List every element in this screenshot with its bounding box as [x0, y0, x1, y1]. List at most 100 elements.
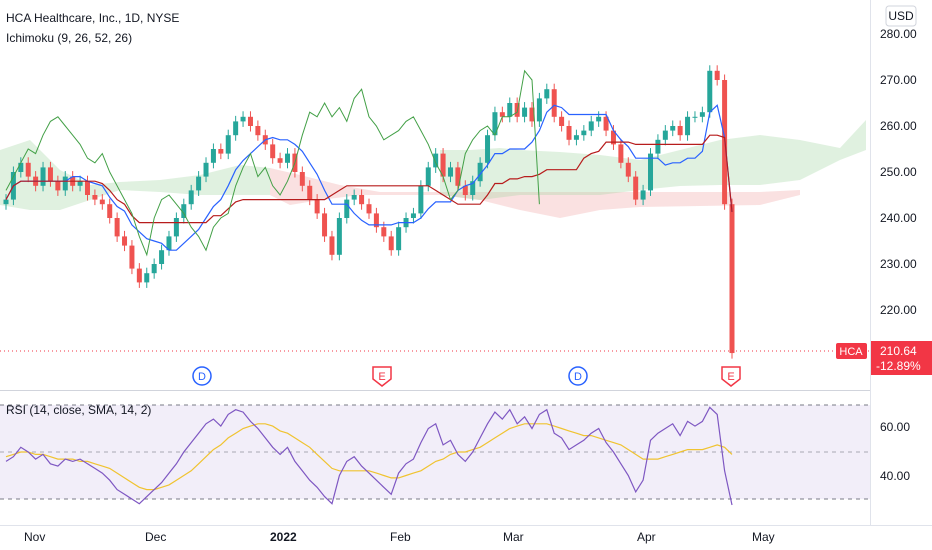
tenkan-line [5, 104, 733, 251]
time-label: 2022 [270, 530, 297, 544]
candle-body [307, 185, 313, 200]
time-label: Dec [145, 530, 166, 544]
candle-body [477, 162, 483, 182]
candle-body [522, 107, 528, 117]
symbol-badge-label: HCA [839, 346, 863, 358]
candle-body [588, 121, 594, 131]
event-markers: D E D E [192, 366, 741, 387]
candle-body [447, 167, 453, 177]
last-price-badge [871, 341, 932, 375]
candle-body [640, 190, 646, 200]
last-price-change: -12.89% [876, 359, 921, 373]
candle-body [685, 116, 691, 136]
candle-body [440, 153, 446, 177]
candle-body [485, 135, 491, 163]
rsi-line [5, 406, 733, 506]
candle-body [77, 181, 83, 186]
candle-body [285, 153, 291, 163]
candle-body [188, 190, 194, 205]
candle-body [240, 116, 246, 122]
candle-body [396, 227, 402, 251]
time-axis[interactable]: Nov Dec 2022 Feb Mar Apr May [24, 530, 775, 544]
candle-body [462, 185, 468, 195]
time-label: Apr [637, 530, 656, 544]
candle-body [136, 268, 142, 283]
dividend-marker-label: D [574, 371, 582, 383]
candle-body [618, 144, 624, 163]
time-label: May [752, 530, 775, 544]
time-label: Feb [390, 530, 411, 544]
candle-body [529, 107, 535, 122]
earnings-marker-label: E [378, 371, 385, 383]
candle-body [729, 204, 735, 354]
candle-body [692, 116, 698, 118]
symbol-badge [836, 343, 867, 359]
candle-body [699, 112, 705, 117]
candle-body [181, 204, 187, 218]
candle-body [166, 236, 172, 251]
candle-body [247, 116, 253, 126]
candle-body [559, 116, 565, 126]
candle-body [633, 176, 639, 200]
price-tick: 280.00 [880, 27, 917, 41]
dividend-marker[interactable]: D [192, 366, 212, 386]
indicator-label: Ichimoku (9, 26, 52, 26) [6, 31, 132, 45]
dividend-marker[interactable]: D [568, 366, 588, 386]
price-axis[interactable]: 280.00 270.00 260.00 250.00 240.00 230.0… [880, 27, 917, 317]
rsi-tick: 60.00 [880, 420, 910, 434]
candle-body [40, 167, 46, 186]
candle-body [566, 126, 572, 140]
earnings-marker[interactable]: E [721, 366, 741, 387]
earnings-marker[interactable]: E [372, 366, 392, 387]
candle-body [255, 126, 261, 136]
ichimoku-cloud-bullish [0, 140, 270, 210]
rsi-lines [5, 406, 733, 506]
candle-body [551, 89, 557, 117]
candle-body [218, 149, 224, 154]
candle-body [544, 89, 550, 99]
currency-badge[interactable] [885, 5, 917, 27]
price-tick: 240.00 [880, 211, 917, 225]
rsi-tick: 40.00 [880, 469, 910, 483]
candle-body [381, 227, 387, 237]
candle-body [366, 204, 372, 214]
candle-body [210, 149, 216, 163]
candle-body [314, 199, 320, 214]
candle-body [114, 218, 120, 237]
time-label: Mar [503, 530, 524, 544]
candle-body [144, 273, 150, 283]
candle-body [373, 213, 379, 228]
kijun-line [5, 134, 733, 224]
price-tick: 270.00 [880, 73, 917, 87]
candle-body [351, 195, 357, 200]
rsi-sma-line [5, 423, 733, 491]
candle-body [707, 70, 713, 113]
candle-body [662, 130, 668, 140]
candle-body [714, 70, 720, 80]
price-tick: 250.00 [880, 165, 917, 179]
candle-body [159, 250, 165, 264]
candle-body [62, 176, 68, 191]
price-tick: 260.00 [880, 119, 917, 133]
candle-body [196, 176, 202, 191]
candle-body [536, 98, 542, 122]
dividend-marker-label: D [198, 371, 206, 383]
candle-body [418, 185, 424, 214]
candle-body [655, 139, 661, 154]
candle-body [492, 112, 498, 136]
chikou-line [5, 69, 540, 257]
candle-body [299, 172, 305, 186]
candle-body [173, 218, 179, 237]
chart-title: HCA Healthcare, Inc., 1D, NYSE [6, 11, 179, 25]
candle-body [573, 135, 579, 140]
candle-body [270, 144, 276, 159]
candle-body [596, 116, 602, 122]
candle-body [3, 199, 9, 205]
currency-label: USD [888, 9, 914, 23]
candle-body [277, 158, 283, 163]
candle-body [151, 264, 157, 274]
candle-body [344, 199, 350, 218]
candle-body [329, 236, 335, 255]
candle-body [670, 126, 676, 131]
